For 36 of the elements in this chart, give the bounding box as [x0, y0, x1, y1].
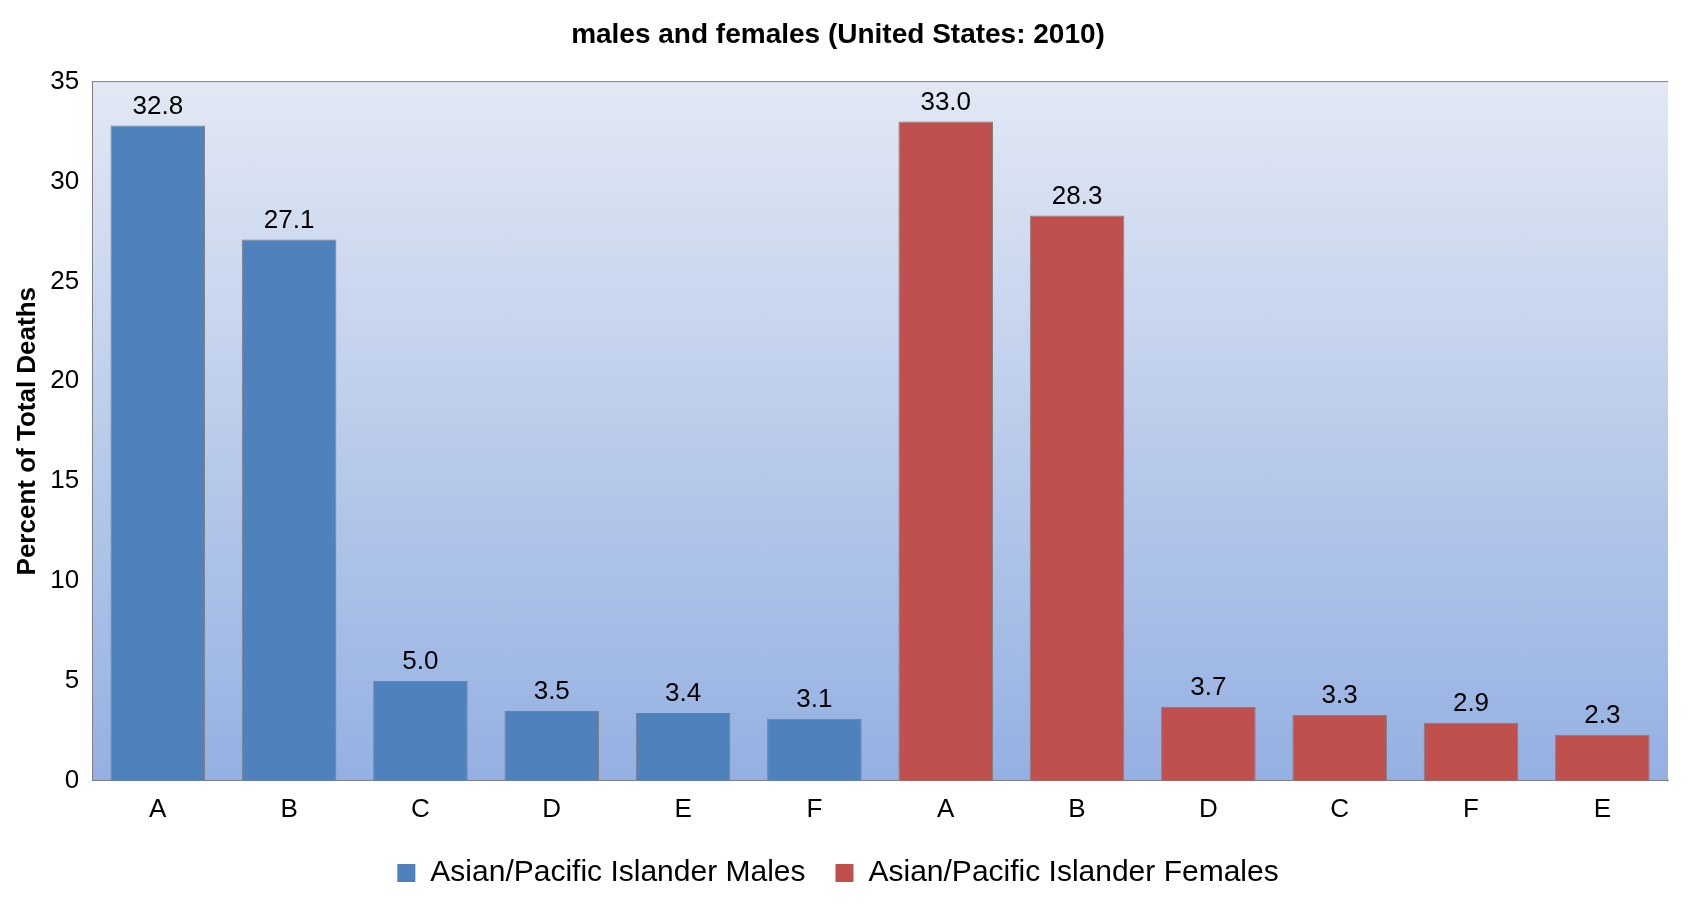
- x-tick-label: F: [806, 792, 823, 823]
- data-label: 2.3: [1584, 699, 1621, 730]
- y-tick-label: 35: [50, 64, 80, 95]
- y-tick-label: 20: [50, 364, 80, 395]
- y-tick-label: 0: [64, 763, 80, 794]
- y-axis-title: Percent of Total Deaths: [10, 286, 41, 576]
- data-label: 2.9: [1452, 687, 1490, 718]
- y-tick-label: 5: [64, 664, 80, 695]
- x-tick-label: D: [1198, 792, 1218, 823]
- data-label: 32.8: [132, 89, 184, 120]
- x-tick-label: B: [280, 792, 298, 823]
- x-tick-label: D: [542, 792, 562, 823]
- y-tick-label: 25: [50, 264, 80, 295]
- y-tick-label: 30: [50, 164, 80, 195]
- data-label: 3.1: [796, 683, 833, 714]
- x-tick-label: A: [149, 792, 168, 823]
- y-tick-label: 15: [50, 464, 80, 495]
- data-label: 33.0: [920, 85, 972, 116]
- chart-title: males and females (United States: 2010): [571, 17, 1105, 49]
- x-tick-label: A: [937, 792, 956, 823]
- legend-label: Asian/Pacific Islander Males: [430, 854, 806, 888]
- x-tick-label: E: [674, 792, 692, 823]
- data-label: 3.5: [533, 675, 570, 706]
- data-label: 28.3: [1051, 179, 1103, 210]
- x-tick-label: C: [1330, 792, 1350, 823]
- data-label: 3.4: [665, 677, 702, 708]
- data-label: 27.1: [263, 203, 315, 234]
- legend-label: Asian/Pacific Islander Females: [868, 854, 1279, 888]
- data-label: 3.3: [1321, 679, 1358, 710]
- data-label: 5.0: [402, 645, 439, 676]
- x-tick-label: E: [1593, 792, 1612, 823]
- x-tick-label: F: [1463, 792, 1479, 823]
- x-tick-label: B: [1068, 792, 1086, 823]
- data-label: 3.7: [1190, 671, 1227, 702]
- x-tick-label: C: [411, 792, 430, 823]
- y-tick-label: 10: [50, 564, 80, 595]
